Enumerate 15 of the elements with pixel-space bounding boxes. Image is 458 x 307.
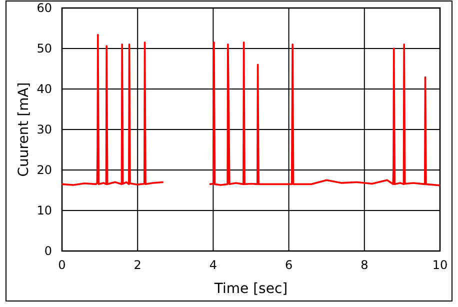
x-tick-label: 4 — [209, 258, 218, 272]
y-tick-label: 0 — [44, 244, 52, 258]
y-tick-label: 30 — [36, 122, 52, 136]
y-axis-title: Cuurent [mA] — [16, 82, 32, 177]
x-tick-label: 10 — [432, 258, 448, 272]
y-tick-label: 50 — [36, 42, 52, 56]
y-tick-label: 20 — [36, 163, 52, 177]
y-tick-label: 10 — [36, 204, 52, 218]
x-tick-label: 2 — [134, 258, 142, 272]
x-tick-label: 6 — [284, 258, 293, 272]
x-tick-label: 0 — [58, 258, 66, 272]
x-axis-title: Time [sec] — [213, 281, 288, 297]
x-tick-label: 8 — [360, 258, 368, 272]
y-tick-label: 60 — [36, 1, 52, 15]
y-tick-label: 40 — [36, 82, 52, 96]
